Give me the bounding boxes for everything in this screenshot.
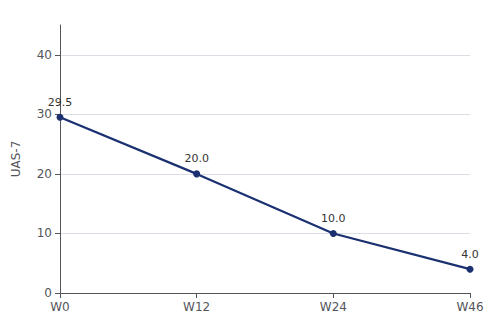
svg-text:10: 10 (37, 226, 52, 240)
svg-text:0: 0 (44, 286, 52, 300)
svg-text:30: 30 (37, 107, 52, 121)
svg-text:20.0: 20.0 (184, 152, 209, 165)
svg-text:W46: W46 (456, 300, 483, 314)
svg-text:4.0: 4.0 (461, 248, 479, 261)
svg-text:29.5: 29.5 (48, 96, 73, 109)
svg-text:20: 20 (37, 167, 52, 181)
svg-text:10.0: 10.0 (321, 212, 346, 225)
svg-text:W24: W24 (320, 300, 347, 314)
svg-text:40: 40 (37, 48, 52, 62)
svg-text:W12: W12 (183, 300, 210, 314)
svg-text:W0: W0 (50, 300, 70, 314)
svg-text:UAS-7: UAS-7 (9, 141, 23, 178)
